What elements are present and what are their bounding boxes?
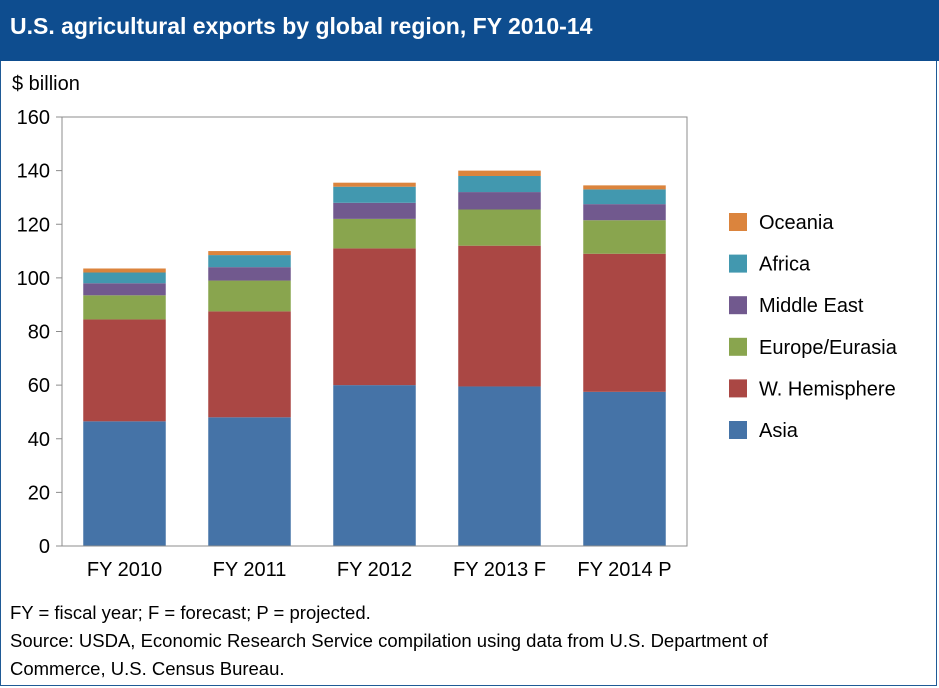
y-tick-label: 40 [28,429,50,451]
legend-swatch [729,254,747,273]
y-tick-label: 60 [28,375,50,397]
bar-segment-asia [83,421,166,546]
bar-segment-middle-east [333,202,416,219]
bar-segment-africa [208,255,291,268]
bar-segment-middle-east [83,283,166,296]
chart-header: U.S. agricultural exports by global regi… [0,0,939,61]
bar-segment-w-hemisphere [83,319,166,422]
bar-segment-asia [583,391,666,546]
y-tick-label: 100 [17,268,50,290]
legend-swatch [729,296,747,315]
bar-segment-w-hemisphere [333,248,416,386]
stacked-bar-chart: $ billion 0 20 40 60 80 100 120 140 160 FY 2010 F… [12,73,898,581]
y-tick-label: 140 [17,161,50,183]
bar-segment-middle-east [583,204,666,221]
legend-label: Middle East [759,295,864,317]
bar-segment-w-hemisphere [583,253,666,392]
y-tick-label: 160 [17,107,50,129]
bar-segment-europe-eurasia [208,280,291,312]
bar-segment-oceania [458,170,541,176]
bar-segment-europe-eurasia [583,220,666,254]
y-tick-label: 20 [28,482,50,504]
bar-segment-europe-eurasia [83,295,166,320]
bar-segment-asia [458,386,541,546]
bar-segment-oceania [83,268,166,273]
bar-segment-oceania [333,182,416,187]
source-line-2: Commerce, U.S. Census Bureau. [10,658,285,679]
legend-swatch [729,213,747,231]
bar-segment-europe-eurasia [458,209,541,246]
bar-segment-w-hemisphere [458,245,541,387]
source-line-1: Source: USDA, Economic Research Service … [10,630,768,651]
bar-segment-middle-east [458,192,541,210]
bar-segment-oceania [583,185,666,190]
bar-segment-asia [333,385,416,546]
legend-swatch [729,421,747,439]
bar-segment-oceania [208,251,291,256]
legend-label: Africa [759,254,811,276]
chart-frame [0,61,937,686]
legend-swatch [729,337,747,356]
x-tick-label: FY 2014 P [577,559,671,581]
x-tick-label: FY 2010 [87,559,162,581]
plot-area [61,116,688,547]
y-axis-label: $ billion [12,73,80,95]
chart-notes: FY = fiscal year; F = forecast; P = proj… [10,599,768,683]
legend-label: Oceania [759,212,834,234]
y-tick-label: 80 [28,322,50,344]
footnote: FY = fiscal year; F = forecast; P = proj… [10,602,371,623]
legend-label: Asia [759,420,799,442]
bar-segment-africa [83,272,166,284]
bar-segment-africa [333,186,416,203]
x-tick-label: FY 2011 [213,559,287,581]
bar-segment-africa [583,189,666,205]
y-tick-label: 120 [17,214,50,236]
legend-swatch [729,379,747,398]
bar-segment-middle-east [208,267,291,281]
legend-label: W. Hemisphere [759,378,896,400]
x-tick-label: FY 2013 F [453,559,546,581]
bar-segment-w-hemisphere [208,311,291,418]
bar-segment-asia [208,417,291,546]
bar-segment-africa [458,175,541,193]
x-tick-label: FY 2012 [337,559,412,581]
bar-segment-europe-eurasia [333,218,416,249]
chart-title: U.S. agricultural exports by global regi… [10,13,593,39]
y-tick-label: 0 [39,536,50,558]
legend-label: Europe/Eurasia [759,337,898,359]
